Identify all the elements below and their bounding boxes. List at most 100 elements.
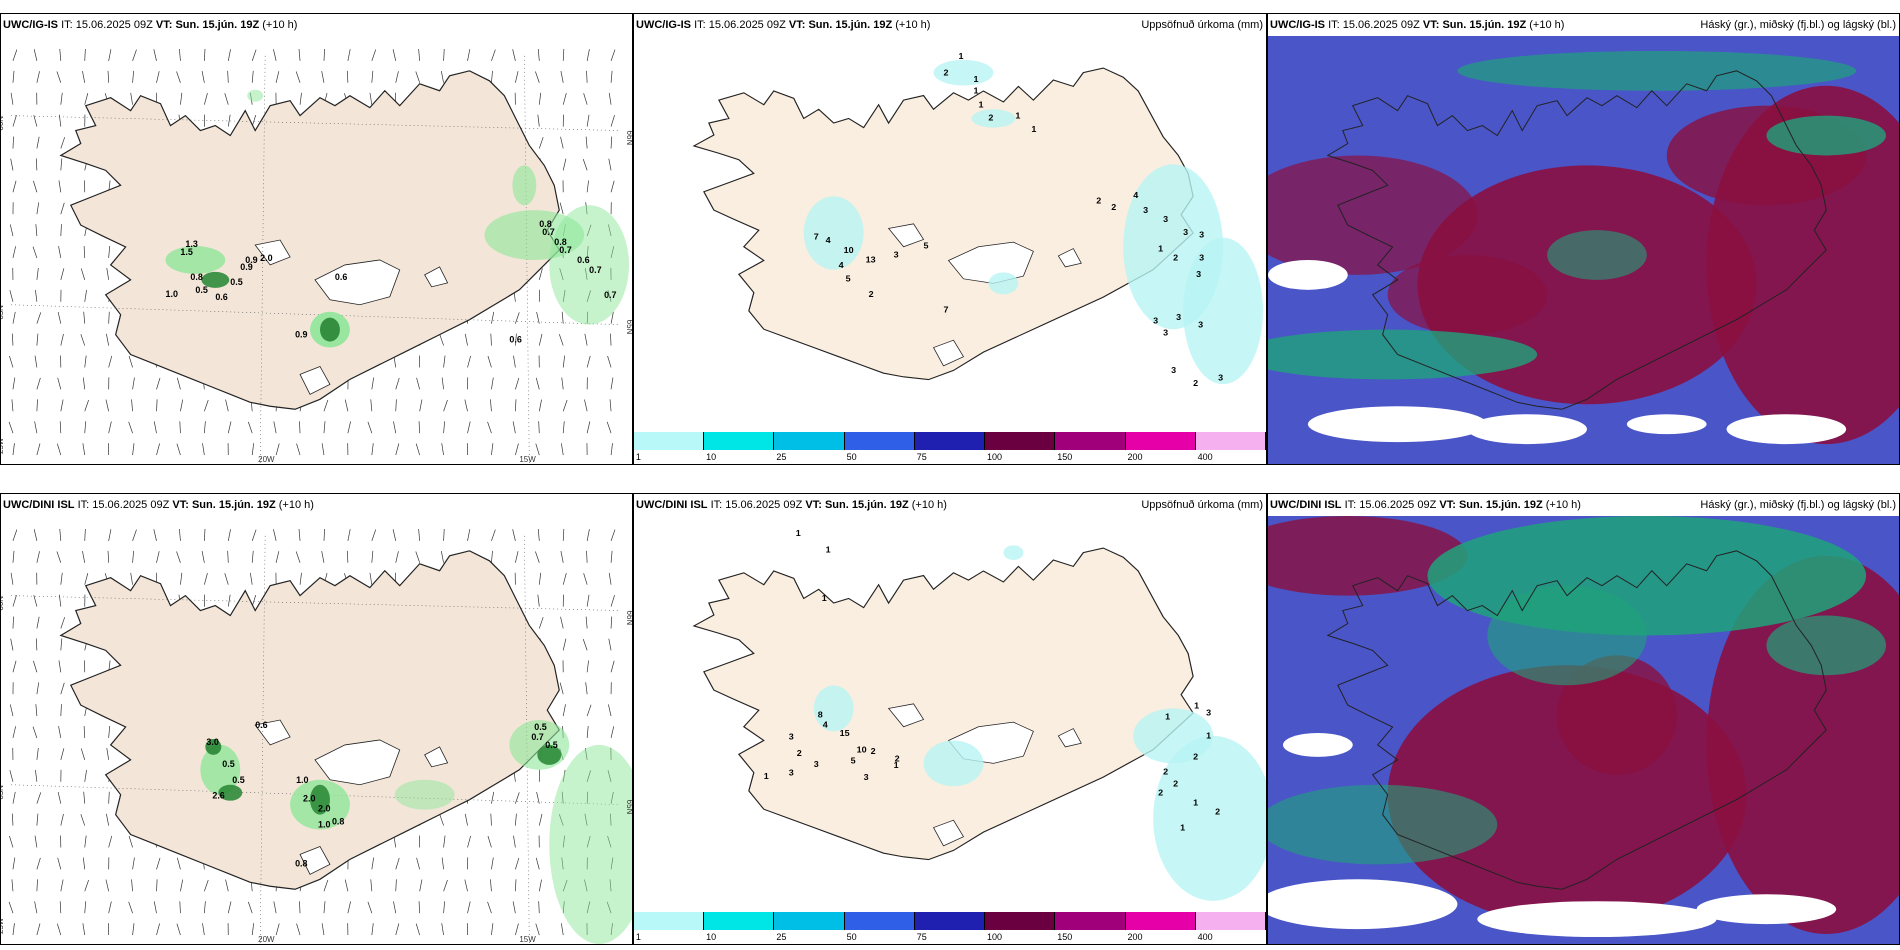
wind-barb [415,923,421,936]
wind-barb [36,551,40,563]
wind-barb [586,355,591,368]
wind-barb [440,70,444,83]
wind-barb [176,551,181,563]
wind-barb [610,529,616,541]
wind-barb [130,92,133,105]
wind-barb [176,443,181,456]
wind-barb [370,879,373,892]
wind-barb [58,180,62,193]
value-label: 7 [944,305,949,315]
wind-barb [346,70,349,83]
value-label: 0.9 [245,255,257,265]
wind-barb [132,70,134,83]
wind-barb [83,726,86,738]
value-label: 1 [1015,111,1020,121]
wind-barb [83,311,86,324]
precip-area [549,744,632,944]
value-label: 2 [1096,196,1101,206]
heavy-precip-area [537,744,562,765]
wind-barb [395,923,400,936]
wind-barb [371,70,374,83]
precip-area [971,109,1016,128]
wind-barb [251,529,257,541]
wind-barb [202,443,205,456]
wind-barb [367,421,373,434]
value-label: 1 [973,74,978,84]
wind-barb [561,311,564,324]
value-label: 2 [1173,253,1178,263]
map-wind-precip: 3.0 0.6 0.5 0.5 2.6 1.0 2.0 2.0 1.0 0.8 0.8 0.5 0.7 0… [1,516,632,944]
wind-barb [58,246,62,259]
colorbar-swatch [914,912,986,930]
wind-barb [538,92,542,105]
colorbar-tick-label: 25 [776,932,787,942]
wind-barb [491,550,493,563]
wind-barb [10,158,14,171]
wind-barb [180,879,184,892]
map-canvas: 3.00.60.50.52.61.02.02.01.0 0.80.80.50.70… [1,528,632,944]
wind-barb [60,202,65,215]
wind-barb [57,311,62,324]
wind-barb [108,791,110,804]
wind-barb [490,399,492,412]
wind-barb [610,550,613,563]
panel-clouds-igis: UWC/IG-IS IT: 15.06.2025 09Z VT: Sun. 15… [1267,13,1900,465]
wind-barb [59,528,62,541]
colorbar-tick-label: 150 [1057,452,1073,462]
wind-barb [176,71,181,83]
wind-barb [108,311,110,324]
wind-barb [249,572,253,585]
colorbar-tick-label: 100 [987,932,1003,942]
wind-barb [12,550,15,563]
wind-barb [156,879,158,892]
wind-barb [204,528,206,541]
wind-barb [106,333,110,346]
glacier [887,223,925,248]
wind-barb [108,529,112,541]
value-label: 1.0 [296,775,308,785]
value-label: 1 [973,86,978,96]
value-label: 0.7 [542,227,554,237]
high-cloud-layer [1268,329,1538,380]
wind-barb [33,114,38,127]
wind-barb [80,814,86,826]
wind-barb [487,355,492,368]
wind-barb [60,572,63,585]
wind-barb [562,638,567,651]
wind-barb [80,268,86,280]
wind-barb [323,399,329,412]
wind-barb [467,49,471,61]
wind-barb [33,594,38,607]
axis-label: 65N [1,785,5,800]
wind-barb [35,224,38,237]
wind-barb [347,529,351,541]
heavy-precip-area [201,271,230,288]
wind-barb [537,528,540,541]
wind-barb [609,399,612,412]
colorbar-tick-label: 50 [846,452,857,462]
wind-barb [273,49,277,61]
wind-barb [347,901,351,914]
glacier [1057,248,1082,268]
value-label: 1 [894,760,899,770]
value-label: 3 [1199,230,1204,240]
wind-barb [36,377,41,390]
wind-barb [12,726,16,739]
axis-label: 66N [1,596,5,611]
value-label: 3 [1143,205,1148,215]
colorbar-swatch [704,912,775,930]
value-label: 0.6 [509,335,521,345]
wind-barb [370,399,373,412]
wind-barb [105,399,109,412]
wind-barb [156,377,161,390]
heavy-precip-area [310,784,330,815]
wind-barb [9,704,14,717]
precip-area [394,779,455,810]
value-label: 13 [866,255,876,265]
wind-barb [9,355,14,368]
wind-barb [562,399,568,412]
wind-barb [12,180,17,193]
wind-barb [12,443,15,456]
wind-barb [515,879,517,892]
value-label: 3 [1163,328,1168,338]
